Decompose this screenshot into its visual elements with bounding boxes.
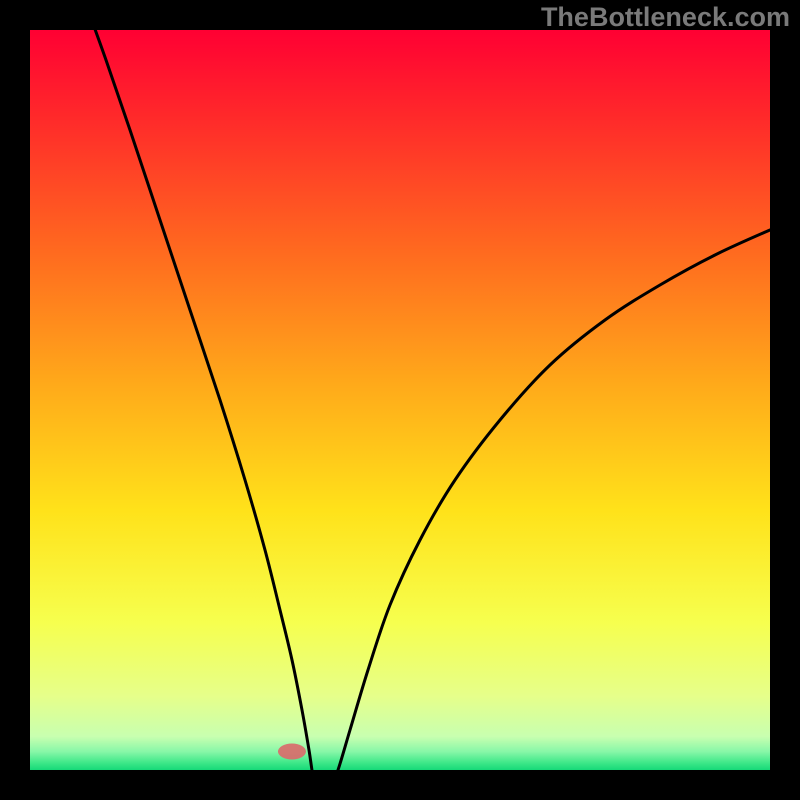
- curve-path: [88, 30, 770, 770]
- watermark-text: TheBottleneck.com: [541, 2, 790, 33]
- bottleneck-curve: [30, 30, 770, 770]
- optimal-marker: [278, 744, 306, 760]
